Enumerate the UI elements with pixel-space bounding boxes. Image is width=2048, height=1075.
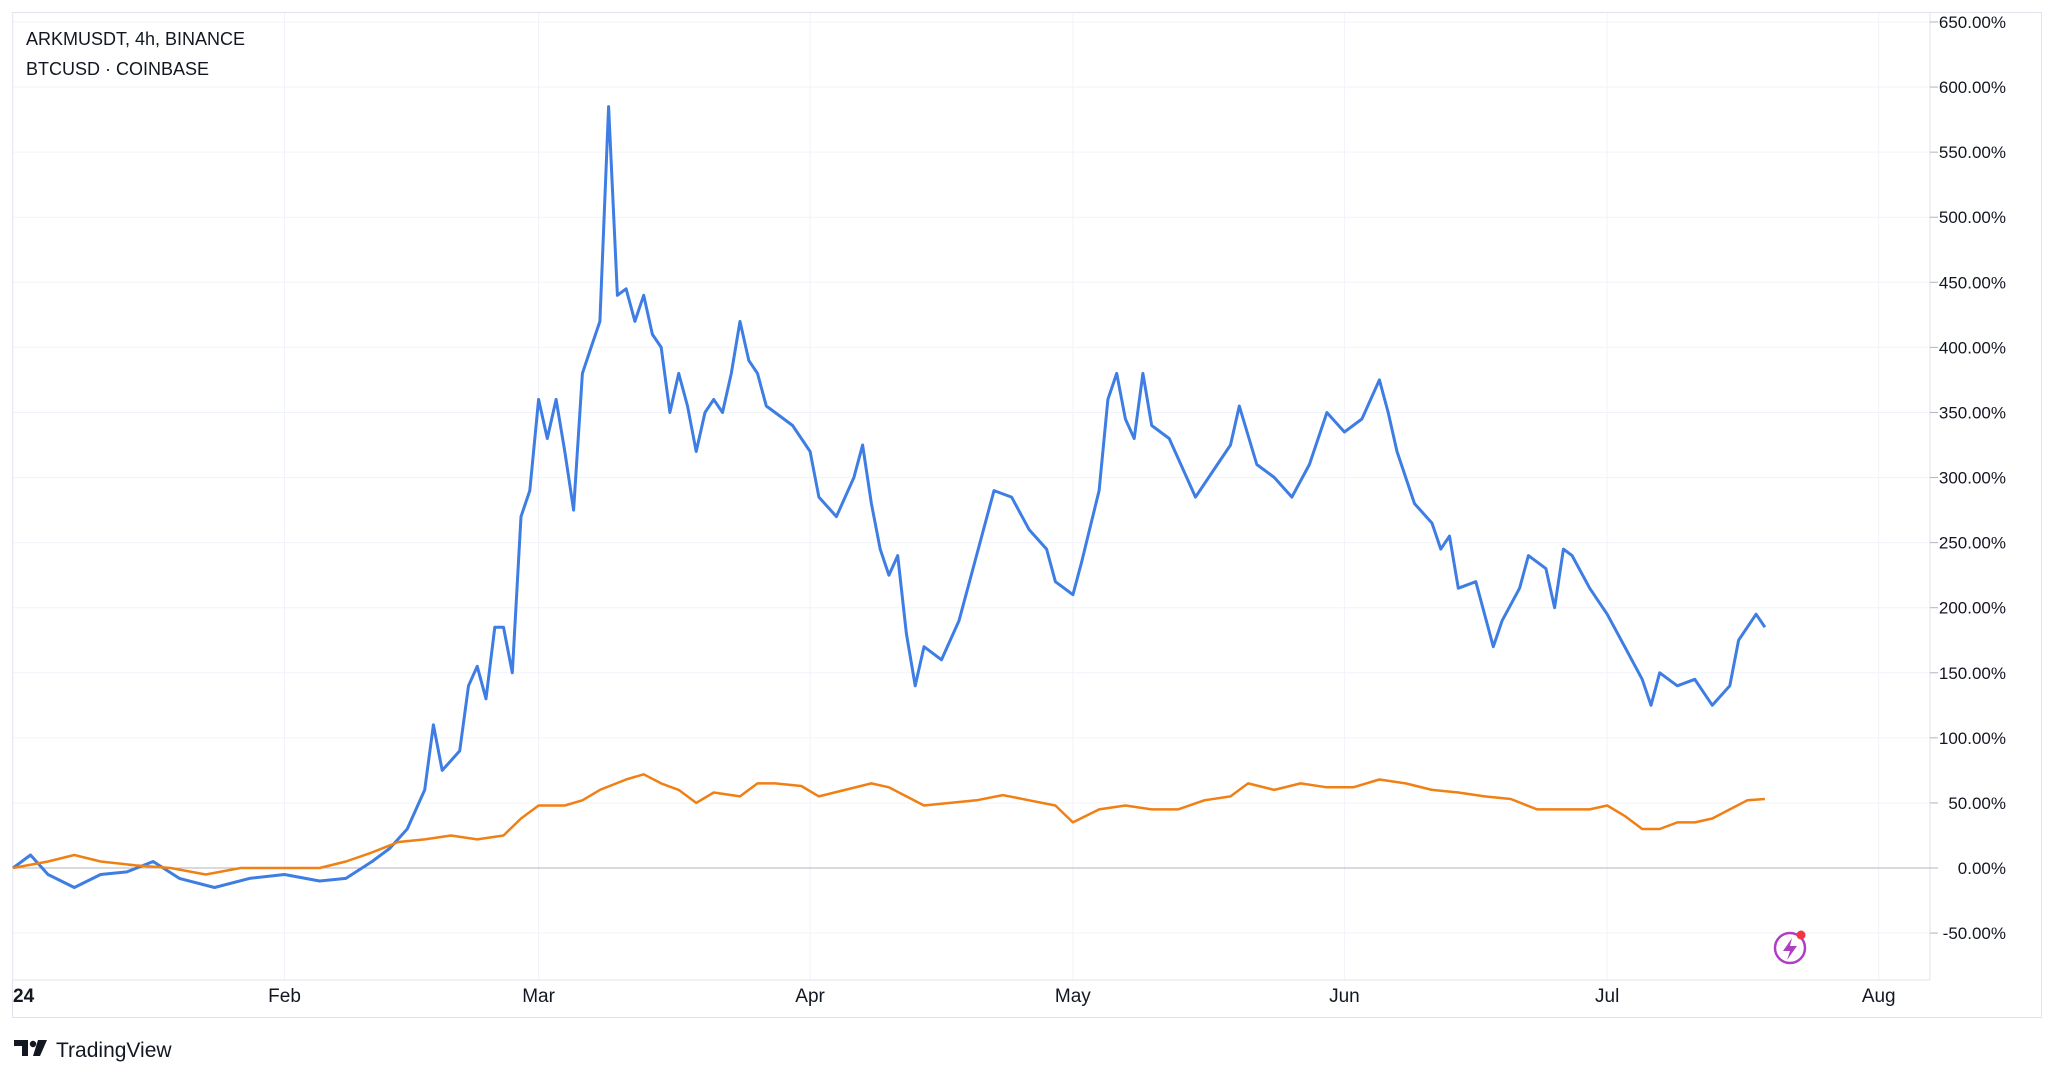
- time-tick-label: Feb: [268, 986, 301, 1007]
- price-tick-label: 350.00%: [1939, 403, 2006, 422]
- time-tick-label: 24: [13, 986, 35, 1007]
- price-tick-label: 400.00%: [1939, 338, 2006, 357]
- time-tick-label: Jul: [1595, 986, 1619, 1007]
- price-tick-label: 0.00%: [1958, 859, 2006, 878]
- price-tick-label: 250.00%: [1939, 534, 2006, 553]
- legend-main-symbol[interactable]: ARKMUSDT, 4h, BINANCE: [26, 29, 246, 49]
- legend-compare-symbol[interactable]: BTCUSD · COINBASE: [26, 59, 210, 79]
- chart-legend: ARKMUSDT, 4h, BINANCE BTCUSD · COINBASE: [26, 24, 245, 84]
- tradingview-logo-icon: [14, 1038, 48, 1064]
- price-tick-label: 600.00%: [1939, 78, 2006, 97]
- price-tick-label: 650.00%: [1939, 13, 2006, 32]
- price-tick-label: 150.00%: [1939, 664, 2006, 683]
- price-tick-label: 100.00%: [1939, 729, 2006, 748]
- price-tick-label: 200.00%: [1939, 599, 2006, 618]
- price-tick-label: 500.00%: [1939, 208, 2006, 227]
- time-tick-label: Aug: [1862, 986, 1896, 1007]
- time-tick-label: May: [1055, 986, 1091, 1007]
- time-tick-label: Mar: [522, 986, 555, 1007]
- price-tick-label: 550.00%: [1939, 143, 2006, 162]
- grid: [12, 13, 1931, 981]
- time-tick-label: Jun: [1329, 986, 1360, 1007]
- series-layer: [12, 105, 1767, 889]
- series-line-arkmusdt[interactable]: [12, 105, 1767, 889]
- time-scale[interactable]: 24 Feb Mar Apr May Jun Jul Aug: [13, 986, 1896, 1007]
- lightning-icon[interactable]: [1773, 930, 1807, 965]
- price-scale[interactable]: 650.00% 600.00% 550.00% 500.00% 450.00% 400.0…: [1930, 13, 2006, 943]
- price-tick-label: 50.00%: [1948, 794, 2006, 813]
- tradingview-branding[interactable]: TradingView: [14, 1038, 172, 1064]
- price-tick-label: 450.00%: [1939, 273, 2006, 292]
- price-tick-label: -50.00%: [1943, 924, 2006, 943]
- brand-name: TradingView: [56, 1039, 172, 1062]
- series-line-btcusd[interactable]: [12, 773, 1765, 876]
- price-tick-label: 300.00%: [1939, 469, 2006, 488]
- time-tick-label: Apr: [795, 986, 825, 1007]
